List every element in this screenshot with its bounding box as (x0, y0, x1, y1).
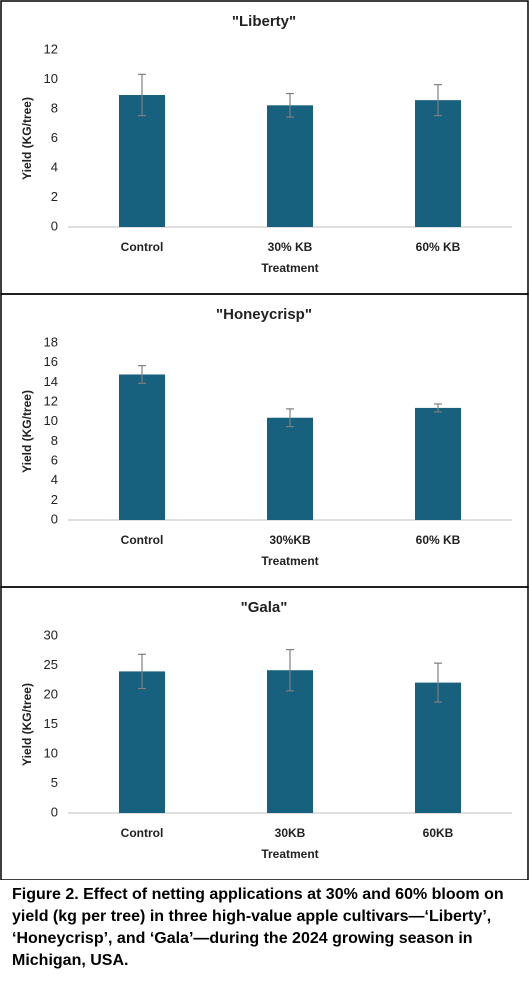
figure-caption: Figure 2. Effect of netting applications… (12, 886, 504, 969)
y-axis-label: Yield (KG/tree) (20, 683, 34, 766)
y-tick-label: 18 (44, 334, 58, 349)
x-axis-label: Treatment (261, 261, 318, 275)
y-tick-label: 12 (44, 41, 58, 56)
error-bar (286, 92, 294, 118)
error-bar (138, 653, 146, 690)
chart-panel: "Liberty" Yield (KG/tree) Treatment 0 2 4 6 8 10… (0, 0, 529, 295)
x-tick-label: 60% KB (416, 240, 461, 254)
x-tick-label: 30KB (275, 826, 306, 840)
bar (415, 407, 461, 520)
y-tick-label: 30 (44, 627, 58, 642)
bar (119, 94, 165, 227)
y-tick-label: 25 (44, 657, 58, 672)
bar (267, 670, 313, 813)
x-tick-label: 30%KB (269, 533, 311, 547)
y-axis-label: Yield (KG/tree) (20, 390, 34, 473)
x-tick-label: Control (121, 826, 164, 840)
error-bar (434, 403, 442, 413)
y-tick-label: 14 (44, 374, 58, 389)
y-tick-label: 16 (44, 354, 58, 369)
bar (267, 105, 313, 227)
y-tick-label: 15 (44, 716, 58, 731)
bar (415, 682, 461, 813)
y-tick-label: 12 (44, 393, 58, 408)
error-bar (286, 648, 294, 692)
y-tick-label: 10 (44, 71, 58, 86)
x-tick-label: 60KB (423, 826, 454, 840)
y-tick-label: 0 (51, 218, 58, 233)
panel-border (0, 586, 529, 880)
y-tick-label: 8 (51, 433, 58, 448)
error-bar (434, 84, 442, 117)
y-tick-label: 10 (44, 745, 58, 760)
y-axis-label: Yield (KG/tree) (20, 97, 34, 180)
chart-title: "Liberty" (232, 13, 296, 30)
error-bar (138, 73, 146, 117)
error-bar (138, 365, 146, 384)
chart-title: "Gala" (241, 599, 288, 616)
y-tick-label: 4 (51, 472, 58, 487)
x-tick-label: Control (121, 240, 164, 254)
y-tick-label: 10 (44, 413, 58, 428)
x-axis-label: Treatment (261, 847, 318, 861)
y-tick-label: 8 (51, 100, 58, 115)
chart-panel: "Gala" Yield (KG/tree) Treatment 0 5 10 15 20 25… (0, 586, 529, 880)
y-tick-label: 2 (51, 492, 58, 507)
x-axis-label: Treatment (261, 554, 318, 568)
y-tick-label: 20 (44, 686, 58, 701)
y-tick-label: 6 (51, 130, 58, 145)
y-tick-label: 0 (51, 511, 58, 526)
y-tick-label: 2 (51, 189, 58, 204)
bar (267, 417, 313, 520)
chart-panel: "Honeycrisp" Yield (KG/tree) Treatment 0 2 4 6… (0, 293, 529, 588)
charts: "Liberty" Yield (KG/tree) Treatment 0 2 4 6 8 10… (0, 0, 529, 880)
x-tick-label: 60% KB (416, 533, 461, 547)
bar (415, 100, 461, 227)
y-tick-label: 6 (51, 452, 58, 467)
bar (119, 671, 165, 813)
error-bar (434, 662, 442, 703)
x-tick-label: 30% KB (268, 240, 313, 254)
y-tick-label: 4 (51, 159, 58, 174)
error-bar (286, 408, 294, 428)
y-tick-label: 5 (51, 775, 58, 790)
chart-title: "Honeycrisp" (216, 306, 312, 323)
y-tick-label: 0 (51, 804, 58, 819)
x-tick-label: Control (121, 533, 164, 547)
bar (119, 374, 165, 520)
